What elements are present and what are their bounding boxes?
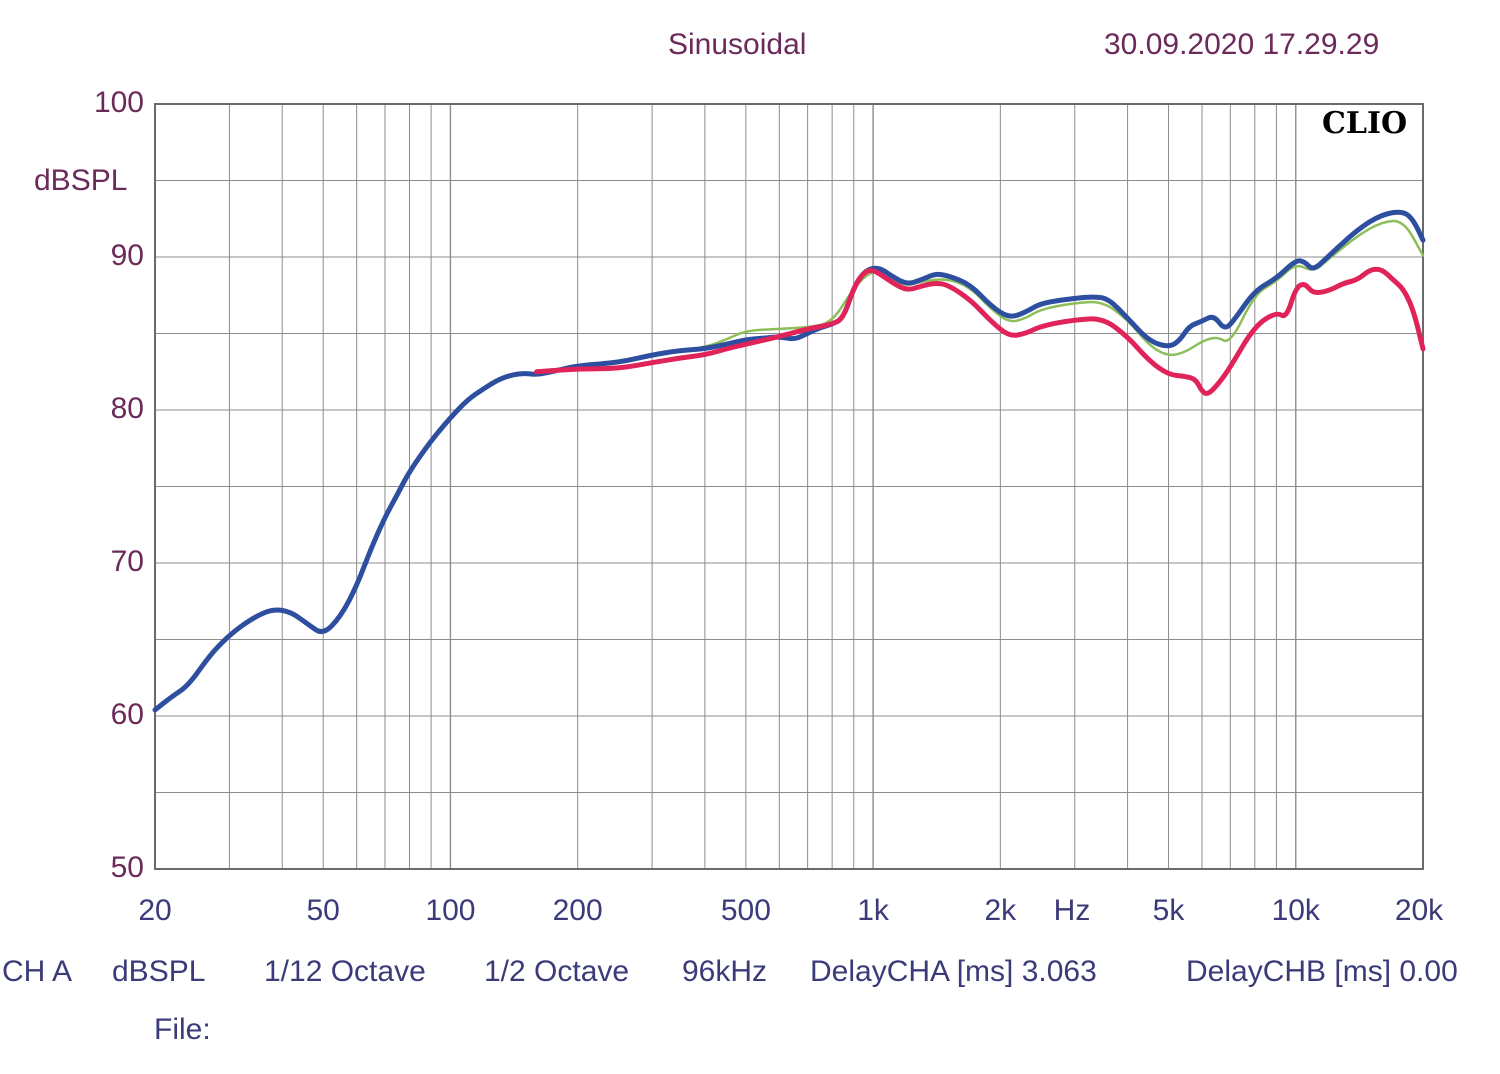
series-line-red <box>534 266 1426 396</box>
x-tick-label: 200 <box>552 894 603 927</box>
x-tick-label: 20k <box>1394 894 1444 927</box>
datetime: 30.09.2020 17.29.29 <box>1104 28 1380 61</box>
plot-frame <box>154 103 1424 870</box>
footer-rate: 96kHz <box>682 955 768 988</box>
series-line-blue <box>152 209 1426 713</box>
grid <box>155 104 1423 869</box>
x-tick-label: 5k <box>1152 894 1185 927</box>
y-tick-label: 50 <box>110 851 144 884</box>
y-axis-label: dBSPL <box>34 164 128 197</box>
footer-channel: CH A <box>2 955 73 988</box>
x-axis-label: Hz <box>1053 894 1091 927</box>
footer-resolution: 1/12 Octave <box>264 955 426 988</box>
y-tick-label: 90 <box>110 239 144 272</box>
chart-title: Sinusoidal <box>668 28 807 61</box>
y-tick-label: 100 <box>93 86 144 119</box>
y-tick-label: 60 <box>110 698 144 731</box>
x-tick-label: 20 <box>138 894 172 927</box>
footer-delay-a: DelayCHA [ms] 3.063 <box>810 955 1097 988</box>
footer-file-label: File: <box>154 1013 211 1046</box>
x-tick-label: 50 <box>306 894 340 927</box>
y-tick-label: 80 <box>110 392 144 425</box>
footer-delay-b: DelayCHB [ms] 0.00 <box>1186 955 1458 988</box>
clio-brand: CLIO <box>1322 106 1408 141</box>
y-tick-label: 70 <box>110 545 144 578</box>
x-tick-label: 2k <box>984 894 1017 927</box>
x-tick-label: 100 <box>425 894 476 927</box>
series-layer <box>152 209 1426 713</box>
x-tick-label: 500 <box>720 894 771 927</box>
footer-smoothing: 1/2 Octave <box>484 955 630 988</box>
footer-unit: dBSPL <box>112 955 206 988</box>
x-tick-label: 10k <box>1271 894 1320 927</box>
x-tick-label: 1k <box>857 894 889 927</box>
